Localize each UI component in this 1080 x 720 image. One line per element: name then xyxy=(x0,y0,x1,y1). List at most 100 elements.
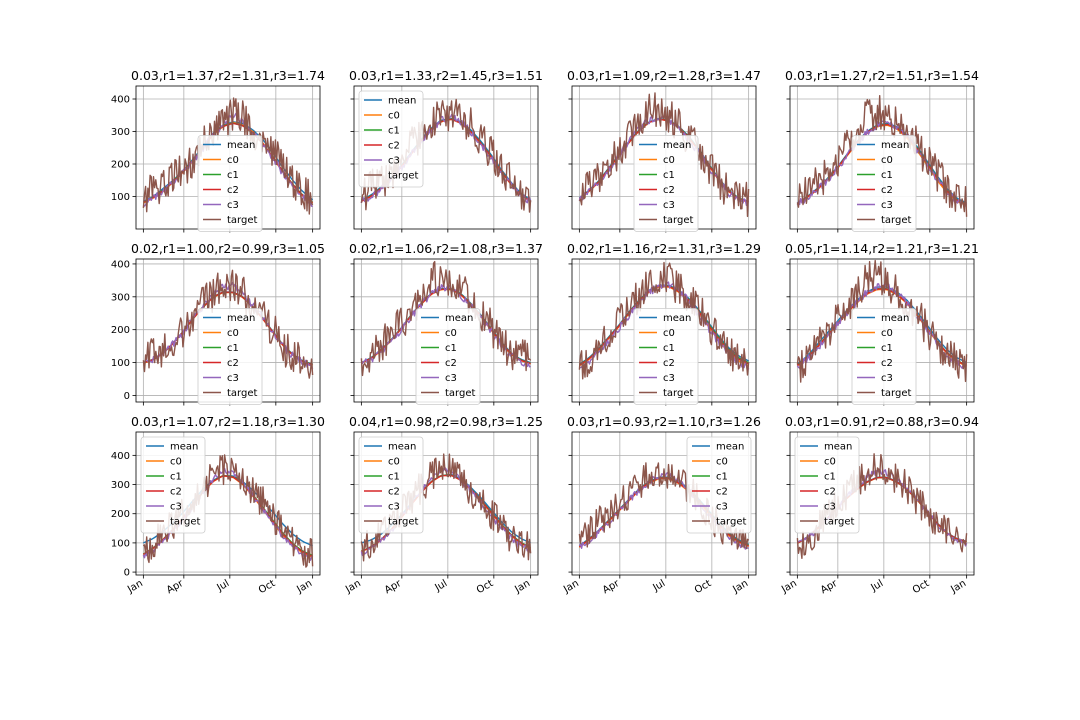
subplot-2: 0.03,r1=1.09,r2=1.28,r3=1.47 mean c0 c1 c2 c3… xyxy=(567,68,761,233)
x-tick-label: Jul xyxy=(215,578,232,594)
subplot-6: 0.02,r1=1.16,r2=1.31,r3=1.29 mean c0 c1 c2 c3… xyxy=(567,241,761,406)
legend-label-c2: c2 xyxy=(388,487,400,498)
x-tick-label: Jul xyxy=(651,578,668,594)
legend-label-c1: c1 xyxy=(663,343,675,354)
subplot-1: 0.03,r1=1.33,r2=1.45,r3=1.51 mean c0 c1 c2 c3… xyxy=(349,68,543,233)
legend: mean c0 c1 c2 c3 target xyxy=(197,135,263,232)
x-tick-label: Jan xyxy=(343,578,363,596)
y-tick-label: 400 xyxy=(111,451,130,462)
x-tick-label: Apr xyxy=(819,578,840,597)
legend-label-c2: c2 xyxy=(227,185,239,196)
legend-label-target: target xyxy=(170,517,200,528)
legend-label-c0: c0 xyxy=(663,155,675,166)
legend-label-target: target xyxy=(716,517,746,528)
legend-label-c1: c1 xyxy=(881,343,893,354)
subplot-5: 0.02,r1=1.06,r2=1.08,r3=1.37 mean c0 c1 c2 c3… xyxy=(349,241,543,406)
legend-label-mean: mean xyxy=(824,442,852,453)
legend: mean c0 c1 c2 c3 target xyxy=(633,308,699,405)
x-tick-label: Apr xyxy=(165,578,186,597)
legend-label-c3: c3 xyxy=(716,502,728,513)
subplot-0: 100 200 300 400 0.03,r1=1.37,r2=1.31,r3=1.74… xyxy=(111,68,325,233)
subplot-title: 0.03,r1=1.37,r2=1.31,r3=1.74 xyxy=(131,68,325,83)
legend-label-mean: mean xyxy=(388,442,416,453)
legend-label-c3: c3 xyxy=(824,502,836,513)
legend-label-target: target xyxy=(881,215,911,226)
legend-label-target: target xyxy=(388,171,418,182)
legend-label-mean: mean xyxy=(881,140,909,151)
series-target-line xyxy=(796,259,968,383)
legend-label-c2: c2 xyxy=(716,487,728,498)
legend-label-c3: c3 xyxy=(388,502,400,513)
legend-label-c0: c0 xyxy=(227,155,239,166)
legend-label-mean: mean xyxy=(227,140,255,151)
series-target-line xyxy=(578,92,750,218)
legend-label-target: target xyxy=(388,517,418,528)
legend-label-c1: c1 xyxy=(388,472,400,483)
y-tick-label: 0 xyxy=(124,391,130,402)
legend: mean c0 c1 c2 c3 target xyxy=(358,90,424,188)
x-tick-label: Jul xyxy=(869,578,886,594)
y-tick-label: 400 xyxy=(111,259,130,270)
legend: mean c0 c1 c2 c3 target xyxy=(633,135,699,232)
legend-label-c3: c3 xyxy=(388,156,400,167)
legend-label-c3: c3 xyxy=(445,373,457,384)
y-tick-label: 100 xyxy=(111,538,130,549)
x-tick-label: Jan xyxy=(294,578,314,596)
subplot-7: 0.05,r1=1.14,r2=1.21,r3=1.21 mean c0 c1 c2 c3… xyxy=(785,241,979,406)
y-tick-label: 100 xyxy=(111,358,130,369)
x-tick-label: Jan xyxy=(561,578,581,596)
legend-label-c3: c3 xyxy=(881,200,893,211)
x-tick-label: Apr xyxy=(601,578,622,597)
x-tick-label: Jan xyxy=(125,578,145,596)
axes-frame xyxy=(789,431,975,576)
legend-label-c1: c1 xyxy=(824,472,836,483)
legend-label-c1: c1 xyxy=(716,472,728,483)
legend-label-c3: c3 xyxy=(170,502,182,513)
legend-label-c3: c3 xyxy=(227,200,239,211)
legend-label-c2: c2 xyxy=(388,141,400,152)
y-tick-label: 100 xyxy=(111,192,130,203)
legend-label-c1: c1 xyxy=(388,126,400,137)
series-target-line xyxy=(142,269,314,379)
series-target-line xyxy=(796,94,968,217)
subplot-title: 0.03,r1=1.09,r2=1.28,r3=1.47 xyxy=(567,68,761,83)
y-tick-label: 300 xyxy=(111,292,130,303)
axes-frame xyxy=(353,431,539,576)
legend-label-c2: c2 xyxy=(824,487,836,498)
legend-label-c2: c2 xyxy=(445,358,457,369)
legend-label-c1: c1 xyxy=(170,472,182,483)
y-tick-label: 0 xyxy=(124,568,130,579)
legend-label-c1: c1 xyxy=(445,343,457,354)
legend: mean c0 c1 c2 c3 target xyxy=(140,436,206,534)
legend-label-mean: mean xyxy=(663,313,691,324)
x-tick-label: Jul xyxy=(433,578,450,594)
legend-label-c2: c2 xyxy=(227,358,239,369)
legend-label-mean: mean xyxy=(716,442,744,453)
y-tick-label: 400 xyxy=(111,95,130,106)
legend-label-target: target xyxy=(663,388,693,399)
legend: mean c0 c1 c2 c3 target xyxy=(851,135,917,232)
legend-label-c0: c0 xyxy=(388,457,400,468)
legend-label-c3: c3 xyxy=(663,200,675,211)
legend-label-target: target xyxy=(227,388,257,399)
subplot-title: 0.02,r1=1.06,r2=1.08,r3=1.37 xyxy=(349,241,543,256)
subplot-title: 0.03,r1=1.07,r2=1.18,r3=1.30 xyxy=(131,414,325,429)
legend-label-c1: c1 xyxy=(227,170,239,181)
legend-label-mean: mean xyxy=(445,313,473,324)
legend-label-c2: c2 xyxy=(881,185,893,196)
legend-label-c1: c1 xyxy=(227,343,239,354)
x-tick-label: Jan xyxy=(512,578,532,596)
legend-label-c2: c2 xyxy=(881,358,893,369)
series-target-line xyxy=(578,261,750,380)
legend-label-c0: c0 xyxy=(445,328,457,339)
subplot-title: 0.03,r1=1.27,r2=1.51,r3=1.54 xyxy=(785,68,979,83)
axes-frame xyxy=(571,431,757,576)
legend-label-c0: c0 xyxy=(824,457,836,468)
legend-label-target: target xyxy=(445,388,475,399)
legend-label-c0: c0 xyxy=(388,111,400,122)
legend: mean c0 c1 c2 c3 target xyxy=(415,308,481,405)
legend-label-c3: c3 xyxy=(881,373,893,384)
legend-label-c0: c0 xyxy=(881,328,893,339)
x-tick-label: Jan xyxy=(730,578,750,596)
